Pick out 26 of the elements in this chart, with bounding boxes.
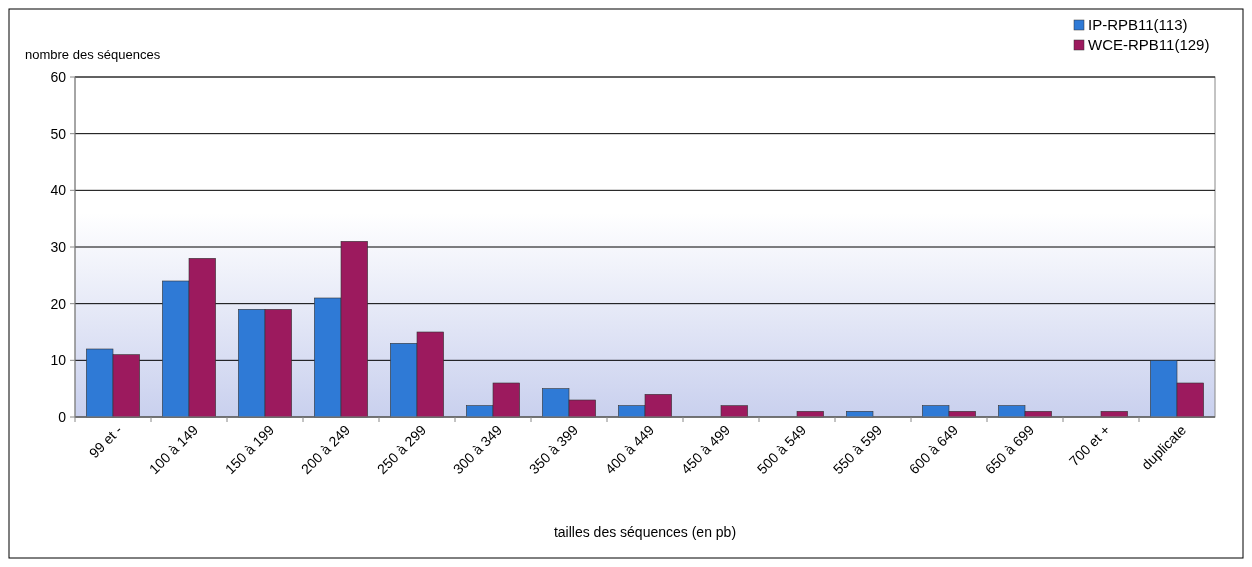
x-tick-label: 100 à 149 — [145, 421, 202, 478]
x-tick-label: 300 à 349 — [449, 421, 506, 478]
y-tick-label: 40 — [50, 182, 67, 199]
x-tick-label: 99 et - — [85, 421, 126, 462]
y-axis-title: nombre des séquences — [25, 47, 161, 62]
x-tick-label: 150 à 199 — [221, 421, 278, 478]
legend-label: IP-RPB11(113) — [1088, 16, 1188, 33]
x-tick-label: 200 à 249 — [297, 421, 354, 478]
x-tick-label: 500 à 549 — [753, 421, 810, 478]
x-tick-label: 250 à 299 — [373, 421, 430, 478]
y-tick-label: 60 — [50, 68, 67, 85]
x-tick-label: 350 à 399 — [525, 421, 582, 478]
bar — [720, 405, 748, 418]
y-tick-label: 10 — [50, 352, 67, 369]
y-tick-label: 0 — [58, 408, 67, 425]
y-tick-label: 20 — [50, 295, 67, 312]
legend-label: WCE-RPB11(129) — [1088, 36, 1210, 53]
y-tick-label: 30 — [50, 238, 67, 255]
x-tick-label: 550 à 599 — [829, 421, 886, 478]
x-tick-label: 450 à 499 — [677, 421, 734, 478]
x-tick-label: 700 et + — [1065, 421, 1114, 470]
y-tick-label: 50 — [50, 125, 67, 142]
x-tick-label: 600 à 649 — [905, 421, 962, 478]
x-axis-title: tailles des séquences (en pb) — [553, 524, 737, 540]
x-tick-label: 650 à 699 — [981, 421, 1038, 478]
x-tick-label: 400 à 449 — [601, 421, 658, 478]
